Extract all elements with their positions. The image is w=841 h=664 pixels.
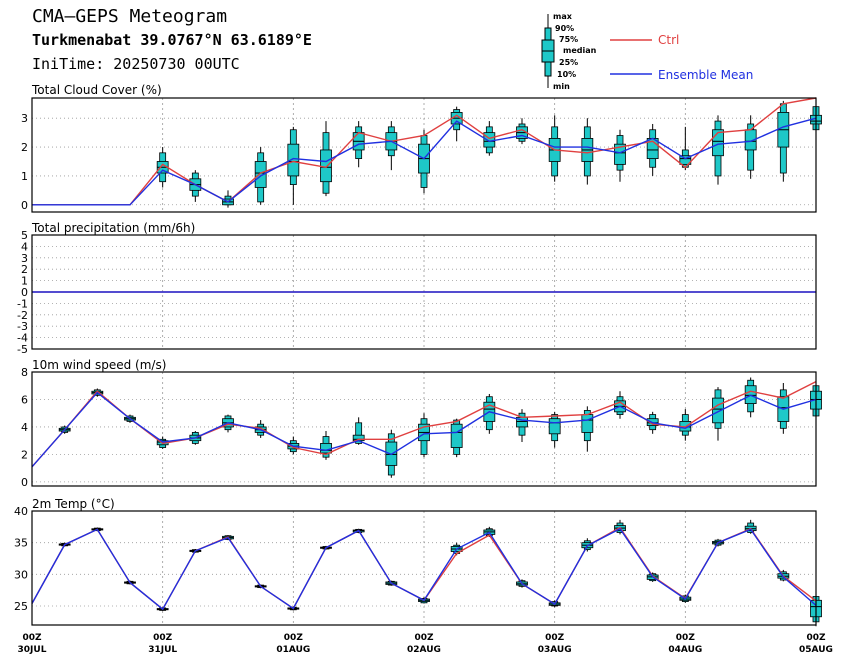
box-inner-0-7 [254, 161, 267, 188]
box-outer-2-10 [355, 422, 363, 444]
y-tick-label-0-2: 2 [21, 141, 28, 154]
panel-title-temp: 2m Temp (°C) [32, 497, 115, 511]
box-inner-2-21 [712, 397, 724, 424]
panel-title-precip: Total precipitation (mm/6h) [32, 221, 196, 235]
panel-frame-0 [31, 97, 817, 213]
panel-frame-2 [31, 371, 817, 487]
legend-box-label-p25: 25% [559, 58, 579, 67]
y-tick-label-1-10: 5 [21, 229, 28, 242]
panel-title-wind: 10m wind speed (m/s) [32, 358, 167, 372]
init-time-label: IniTime: 20250730 00UTC [32, 55, 240, 73]
y-tick-label-1-0: -5 [17, 343, 28, 356]
y-tick-label-1-2: -3 [17, 320, 28, 333]
box-inner-2-17 [581, 414, 594, 433]
y-tick-label-3-1: 30 [14, 568, 28, 581]
x-tick-hour-6: 00Z [806, 633, 826, 643]
legend-mean-label: Ensemble Mean [658, 68, 754, 82]
x-tick-date-4: 03AUG [538, 645, 572, 655]
box-inner-2-16 [548, 418, 561, 435]
y-tick-label-2-2: 4 [21, 421, 28, 434]
x-tick-date-2: 01AUG [276, 645, 310, 655]
y-tick-label-2-3: 6 [21, 393, 28, 406]
mean-line-3 [31, 527, 817, 611]
y-tick-label-1-5: 0 [21, 286, 28, 299]
box-inner-0-14 [483, 132, 496, 148]
y-tick-label-2-0: 0 [21, 476, 28, 489]
box-inner-2-13 [450, 423, 463, 448]
y-tick-label-3-2: 35 [14, 537, 28, 550]
x-tick-hour-4: 00Z [545, 633, 565, 643]
legend-box-label-median: median [563, 46, 597, 55]
y-tick-label-0-0: 0 [21, 199, 28, 212]
x-tick-date-0: 30JUL [18, 645, 47, 655]
location-label: Turkmenabat 39.0767°N 63.6189°E [32, 31, 312, 49]
box-inner-0-21 [712, 129, 724, 157]
y-tick-label-1-8: 3 [21, 252, 28, 265]
box-inner-0-9 [320, 149, 332, 183]
legend-box-label-max: max [553, 12, 572, 21]
x-tick-hour-3: 00Z [414, 633, 434, 643]
legend-box-label-p10: 10% [557, 70, 577, 79]
x-tick-date-6: 05AUG [799, 645, 833, 655]
y-tick-label-3-3: 40 [14, 505, 28, 518]
x-tick-hour-1: 00Z [153, 633, 173, 643]
ctrl-line-2 [31, 380, 817, 468]
x-tick-date-5: 04AUG [668, 645, 702, 655]
y-tick-label-1-3: -2 [17, 309, 28, 322]
y-tick-label-0-1: 1 [21, 170, 28, 183]
x-tick-date-3: 02AUG [407, 645, 441, 655]
chart-title: CMA—GEPS Meteogram [32, 6, 228, 27]
mean-line-0 [32, 117, 817, 206]
panel-title-cloud: Total Cloud Cover (%) [32, 83, 162, 97]
panel-frame-3 [31, 510, 817, 626]
y-tick-label-1-4: -1 [17, 297, 28, 310]
legend-ctrl-label: Ctrl [658, 33, 680, 47]
y-tick-label-2-1: 2 [21, 448, 28, 461]
y-tick-label-1-1: -4 [17, 332, 28, 345]
panel-frame-1 [31, 234, 817, 350]
y-tick-label-1-7: 2 [21, 263, 28, 276]
y-tick-label-2-4: 8 [21, 366, 28, 379]
x-tick-hour-2: 00Z [284, 633, 304, 643]
x-tick-hour-0: 00Z [22, 633, 42, 643]
ctrl-line-0 [32, 97, 817, 206]
legend-box-label-p90: 90% [555, 24, 575, 33]
box-inner-0-18 [614, 143, 626, 165]
box-inner-0-8 [287, 143, 300, 177]
box-inner-2-9 [320, 443, 332, 454]
x-tick-hour-5: 00Z [676, 633, 696, 643]
mean-line-2 [31, 391, 817, 468]
box-inner-0-20 [679, 155, 692, 165]
legend-box-label-min: min [553, 82, 570, 91]
y-tick-label-1-9: 4 [21, 240, 28, 253]
y-tick-label-3-0: 25 [14, 600, 28, 613]
x-tick-date-1: 31JUL [148, 645, 177, 655]
y-tick-label-0-3: 3 [21, 112, 28, 125]
y-tick-label-1-6: 1 [21, 275, 28, 288]
legend-box-label-p75: 75% [559, 35, 579, 44]
